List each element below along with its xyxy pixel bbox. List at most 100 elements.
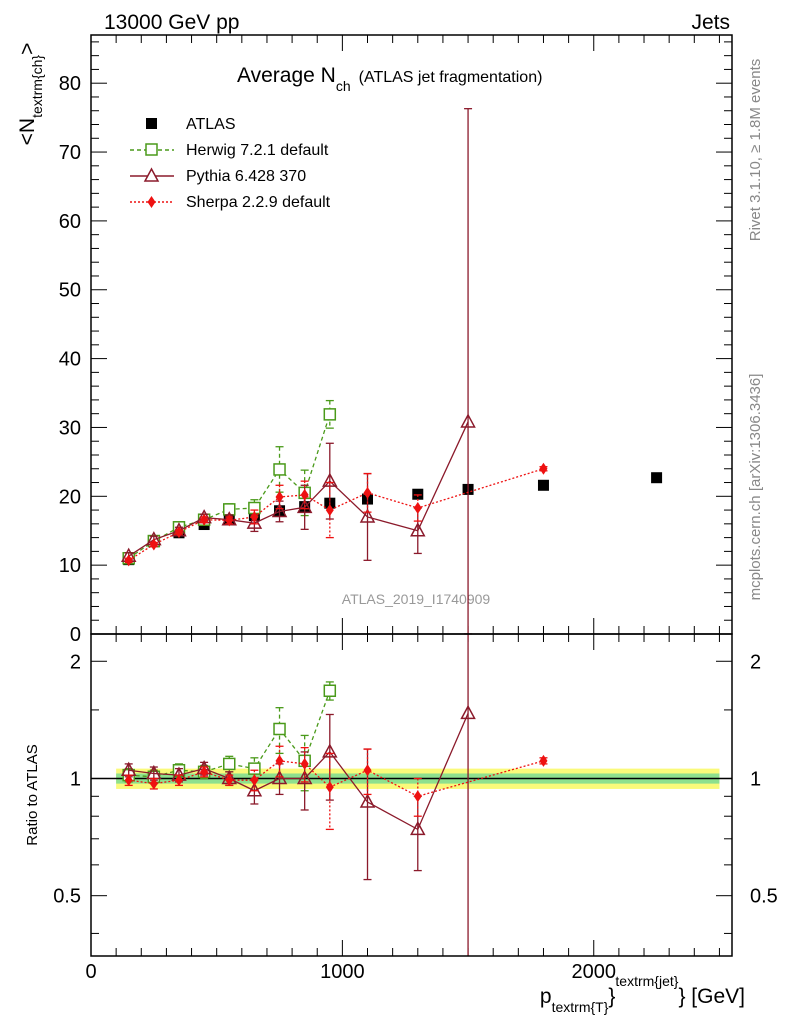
- ratio-point-sherpa: [275, 754, 284, 767]
- ratio-point-sherpa: [124, 774, 133, 787]
- ratio-point-sherpa: [413, 790, 422, 803]
- title-sub: ch: [336, 78, 351, 94]
- ratio-point-herwig: [273, 722, 286, 736]
- legend: ATLAS Herwig 7.2.1 default Pythia 6.428 …: [130, 116, 331, 211]
- y-tick-label: 70: [59, 142, 81, 164]
- ratio-panel-frame: [90, 633, 733, 957]
- header-left: 13000 GeV pp: [104, 11, 239, 34]
- legend-marker-sherpa: [147, 196, 156, 208]
- x-label-sup: textrm{jet}: [615, 973, 678, 989]
- ratio-point-pythia: [296, 769, 313, 785]
- y-axis-label-ratio: Ratio to ATLAS: [24, 744, 41, 845]
- main-point-herwig: [273, 463, 286, 476]
- y-label-part1: <N: [16, 118, 39, 145]
- ratio-point-pythia: [460, 704, 476, 720]
- ratio-point-herwig: [323, 684, 337, 698]
- ratio-y-tick-label-right: 1: [750, 768, 761, 790]
- main-point-atlas: [412, 488, 424, 500]
- ratio-point-sherpa: [149, 777, 158, 790]
- main-point-sherpa: [539, 462, 548, 475]
- ratio-point-herwig: [223, 757, 236, 771]
- ratio-panel-ticks: 0.5 0.5 1 1 2 2: [53, 651, 778, 934]
- legend-marker-pythia: [143, 167, 160, 182]
- analysis-watermark: ATLAS_2019_I1740909: [342, 591, 491, 607]
- y-label-end: >: [16, 43, 39, 55]
- x-label-brace: }: [608, 985, 615, 1008]
- y-tick-label: 30: [59, 417, 81, 439]
- x-label-brace2: }: [678, 985, 685, 1008]
- x-label-unit: [GeV]: [685, 985, 745, 1008]
- legend-label-pythia: Pythia 6.428 370: [186, 168, 306, 185]
- main-point-sherpa: [325, 504, 334, 517]
- x-label-p: p: [540, 985, 552, 1008]
- ratio-series: [120, 634, 548, 956]
- main-point-sherpa: [363, 486, 372, 499]
- ratio-y-tick-label-right: 2: [750, 651, 761, 673]
- mcplots-note: mcplots.cern.ch [arXiv:1306.3436]: [747, 374, 764, 601]
- legend-marker-atlas: [146, 118, 157, 129]
- main-point-sherpa: [200, 513, 209, 526]
- y-tick-label: 0: [70, 624, 81, 646]
- main-point-pythia: [359, 508, 376, 523]
- main-point-pythia: [246, 514, 263, 529]
- y-label-sub: textrm{ch}: [29, 55, 45, 118]
- ratio-point-sherpa: [300, 757, 309, 770]
- x-tick-label: 1000: [320, 961, 365, 983]
- main-series: [120, 108, 663, 635]
- ratio-y-tick-label: 1: [70, 768, 81, 790]
- main-point-sherpa: [225, 514, 234, 527]
- y-tick-label: 60: [59, 211, 81, 233]
- main-point-pythia: [410, 522, 426, 537]
- main-point-pythia: [296, 498, 313, 514]
- title-note: (ATLAS jet fragmentation): [359, 69, 543, 86]
- ratio-point-sherpa: [250, 774, 259, 787]
- main-point-pythia: [322, 472, 338, 487]
- x-tick-label: 0: [85, 961, 96, 983]
- legend-label-herwig: Herwig 7.2.1 default: [186, 142, 329, 159]
- main-point-sherpa: [413, 502, 422, 515]
- ratio-point-sherpa: [225, 774, 234, 787]
- legend-label-sherpa: Sherpa 2.2.9 default: [186, 194, 331, 211]
- main-point-pythia: [460, 413, 476, 428]
- y-tick-label: 10: [59, 555, 81, 577]
- y-tick-label: 40: [59, 349, 81, 371]
- legend-label-atlas: ATLAS: [186, 116, 236, 133]
- rivet-note: Rivet 3.1.10, ≥ 1.8M events: [747, 59, 764, 242]
- x-tick-label: 2000: [571, 961, 616, 983]
- ratio-point-sherpa: [200, 765, 209, 778]
- y-tick-label: 50: [59, 280, 81, 302]
- ratio-line-sherpa: [128, 760, 544, 797]
- ratio-point-pythia: [359, 793, 376, 808]
- x-axis-label: ptextrm{T}}textrm{jet}} [GeV]: [540, 973, 745, 1015]
- ratio-point-sherpa: [363, 764, 372, 777]
- ratio-point-pythia: [271, 769, 288, 785]
- x-label-sub: textrm{T}: [552, 999, 609, 1015]
- ratio-point-pythia: [246, 782, 263, 797]
- plot-title: Average Nch (ATLAS jet fragmentation): [237, 64, 542, 94]
- main-point-sherpa: [250, 510, 259, 523]
- main-point-sherpa: [174, 526, 183, 539]
- ratio-point-pythia: [322, 743, 338, 758]
- ratio-point-sherpa: [539, 754, 548, 767]
- main-line-sherpa: [128, 468, 544, 561]
- ratio-point-sherpa: [174, 774, 183, 787]
- main-point-atlas: [651, 472, 663, 484]
- y-axis-label-main: <Ntextrm{ch}>: [16, 43, 45, 146]
- y-tick-label: 20: [59, 486, 81, 508]
- main-panel-ticks: 0 10 20 30 40 50 60 70 80 0 1000 2000: [59, 35, 732, 983]
- main-point-pythia: [271, 502, 288, 518]
- main-point-sherpa: [149, 538, 158, 551]
- ratio-y-tick-label: 0.5: [53, 886, 81, 908]
- ratio-point-herwig: [248, 762, 261, 775]
- ratio-point-sherpa: [325, 781, 334, 794]
- ratio-y-tick-label-right: 0.5: [750, 886, 778, 908]
- main-point-atlas: [537, 479, 549, 491]
- legend-marker-herwig: [145, 143, 158, 156]
- y-tick-label: 80: [59, 73, 81, 95]
- title-main: Average N: [237, 64, 336, 87]
- main-point-sherpa: [124, 554, 133, 567]
- main-point-sherpa: [275, 490, 284, 503]
- main-point-sherpa: [300, 488, 309, 501]
- ratio-y-tick-label: 2: [70, 651, 81, 673]
